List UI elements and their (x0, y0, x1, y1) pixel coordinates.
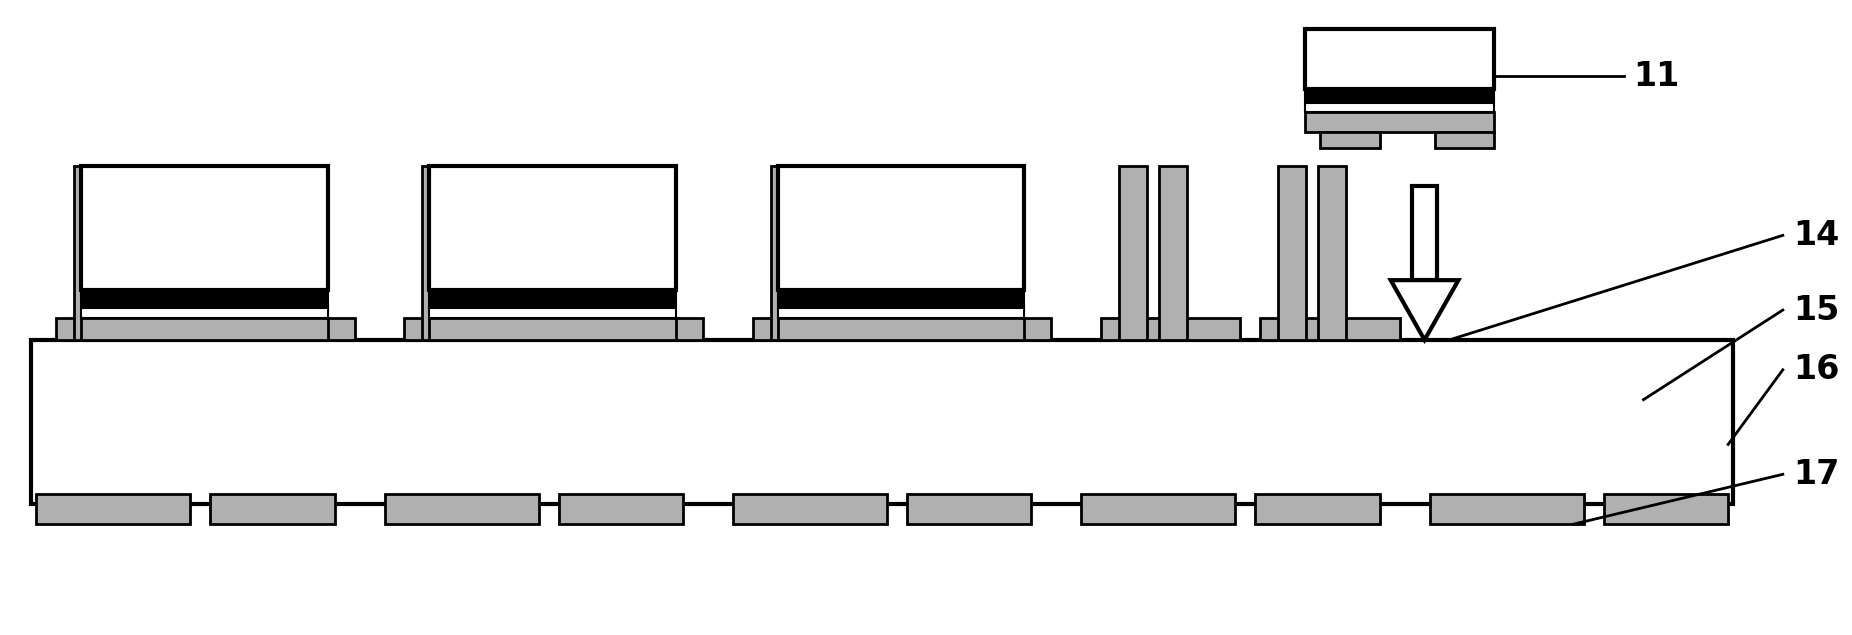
Bar (1306, 29, 1495, 89)
Bar (113, 166, 143, 340)
Bar (81, 166, 328, 290)
Bar (1306, 103, 1495, 112)
Bar (422, 166, 450, 340)
Bar (404, 318, 544, 340)
Bar (430, 308, 676, 318)
Bar (1306, 89, 1495, 103)
Bar (81, 308, 328, 318)
Bar (778, 318, 1024, 340)
Bar (211, 494, 335, 524)
Text: 11: 11 (1633, 60, 1680, 93)
Bar (559, 494, 683, 524)
Bar (1604, 494, 1728, 524)
Bar (430, 290, 676, 308)
Bar (272, 166, 302, 340)
Bar (385, 494, 539, 524)
Bar (563, 318, 704, 340)
Bar (1319, 166, 1346, 340)
Bar (733, 494, 887, 524)
Polygon shape (1391, 280, 1458, 340)
Bar (970, 166, 998, 340)
Bar (1082, 494, 1235, 524)
Bar (907, 494, 1032, 524)
Text: 16: 16 (1793, 353, 1839, 386)
Bar (1435, 132, 1495, 148)
Bar (1306, 112, 1495, 132)
Bar (74, 166, 102, 340)
Bar (81, 318, 328, 340)
Bar (1159, 166, 1187, 340)
Bar (1102, 318, 1241, 340)
Bar (752, 318, 893, 340)
Bar (911, 318, 1052, 340)
Bar (1411, 185, 1437, 280)
Bar (31, 340, 1733, 504)
Bar (1320, 132, 1380, 148)
Bar (215, 318, 356, 340)
Bar (1430, 494, 1583, 524)
Bar (582, 166, 609, 340)
Text: 17: 17 (1793, 458, 1839, 491)
Bar (37, 494, 191, 524)
Bar (811, 166, 839, 340)
Bar (1256, 494, 1380, 524)
Bar (778, 166, 1024, 290)
Bar (930, 166, 957, 340)
Bar (430, 166, 676, 290)
Bar (81, 290, 328, 308)
Bar (770, 166, 798, 340)
Bar (1261, 318, 1400, 340)
Bar (56, 318, 196, 340)
Bar (778, 290, 1024, 308)
Bar (233, 166, 261, 340)
Bar (778, 308, 1024, 318)
Text: 15: 15 (1793, 293, 1839, 326)
Bar (622, 166, 650, 340)
Bar (463, 166, 491, 340)
Bar (430, 318, 676, 340)
Bar (1119, 166, 1146, 340)
Text: 14: 14 (1793, 219, 1839, 252)
Bar (1278, 166, 1306, 340)
